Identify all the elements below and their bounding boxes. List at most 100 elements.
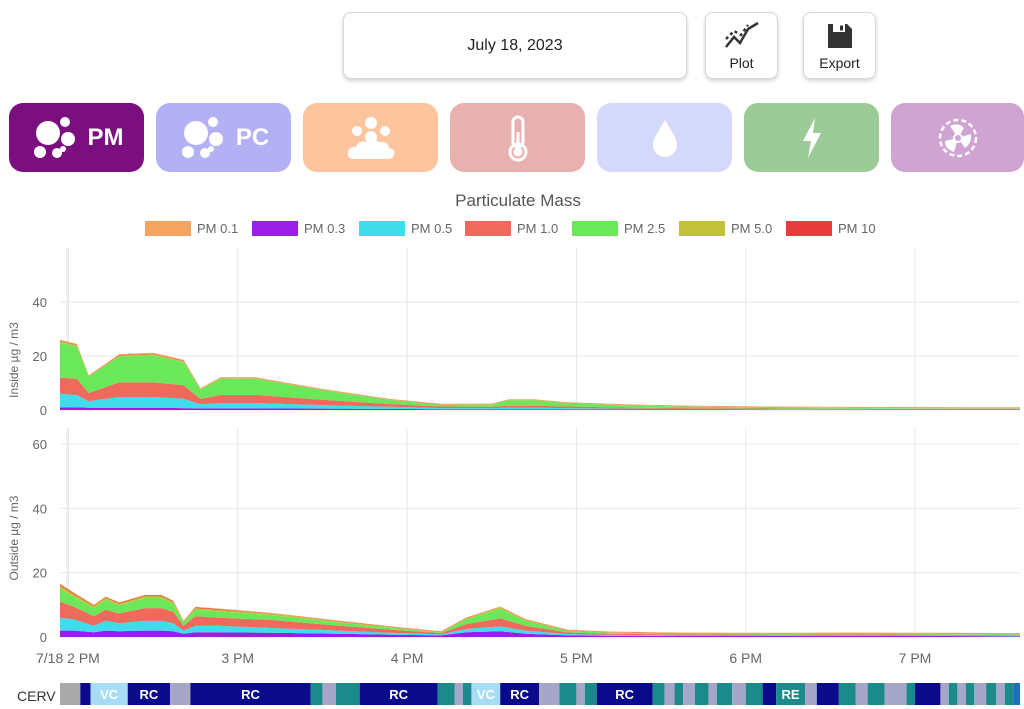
export-label: Export bbox=[819, 54, 860, 71]
x-axis: 7/18 2 PM 3 PM 4 PM 5 PM 6 PM 7 PM bbox=[36, 650, 931, 666]
cerv-segment bbox=[957, 683, 966, 705]
x-tick-label: 7 PM bbox=[899, 650, 932, 666]
tab-humidity[interactable] bbox=[597, 103, 732, 172]
cerv-segment bbox=[1013, 683, 1020, 705]
series-area bbox=[60, 407, 1020, 410]
legend-label: PM 0.1 bbox=[197, 221, 238, 236]
cerv-segment: RC bbox=[127, 683, 171, 705]
legend-swatch bbox=[786, 221, 832, 236]
tab-fan[interactable] bbox=[891, 103, 1024, 172]
y-tick-label: 40 bbox=[33, 295, 47, 310]
particulate-mass-chart: Particulate Mass PM 0.1 PM 0.3 PM 0.5 PM 1.… bbox=[7, 191, 1020, 705]
series-area bbox=[60, 377, 1020, 410]
tab-pm[interactable]: PM bbox=[9, 103, 144, 172]
particles-icon bbox=[33, 116, 75, 158]
y-tick-label: 20 bbox=[33, 566, 47, 581]
cerv-segment bbox=[906, 683, 916, 705]
legend-label: PM 2.5 bbox=[624, 221, 665, 236]
outside-panel: 0 20 40 60 Outside µg / m3 bbox=[7, 428, 1020, 645]
cerv-segment-label: RC bbox=[615, 687, 634, 702]
paw-cloud-icon bbox=[347, 116, 394, 159]
particles-icon bbox=[181, 116, 223, 158]
cerv-segment bbox=[940, 683, 949, 705]
cerv-segment bbox=[867, 683, 885, 705]
tab-temperature[interactable] bbox=[450, 103, 585, 172]
series-area bbox=[60, 588, 1020, 636]
cerv-segment bbox=[584, 683, 597, 705]
legend-label: PM 1.0 bbox=[517, 221, 558, 236]
tab-pet[interactable] bbox=[303, 103, 438, 172]
cerv-segment bbox=[716, 683, 733, 705]
legend-swatch bbox=[679, 221, 725, 236]
legend-swatch bbox=[252, 221, 298, 236]
thermometer-icon bbox=[508, 115, 527, 161]
legend-item[interactable]: PM 0.3 bbox=[252, 221, 345, 236]
cerv-segment bbox=[652, 683, 665, 705]
legend-label: PM 5.0 bbox=[731, 221, 772, 236]
cerv-segment: RC bbox=[596, 683, 653, 705]
cerv-segment bbox=[884, 683, 907, 705]
legend-item[interactable]: PM 2.5 bbox=[572, 221, 665, 236]
cerv-segment bbox=[745, 683, 763, 705]
date-picker-button[interactable]: July 18, 2023 bbox=[343, 12, 687, 79]
tab-pc[interactable]: PC bbox=[156, 103, 291, 172]
y-tick-label: 0 bbox=[40, 403, 47, 418]
chart-legend[interactable]: PM 0.1 PM 0.3 PM 0.5 PM 1.0 PM 2.5 PM 5.0 PM 1… bbox=[145, 221, 876, 236]
cerv-segment: VC bbox=[90, 683, 128, 705]
legend-item[interactable]: PM 10 bbox=[786, 221, 876, 236]
series-area bbox=[60, 342, 1020, 409]
export-button[interactable]: Export bbox=[803, 12, 876, 79]
cerv-segment bbox=[855, 683, 868, 705]
lightning-icon bbox=[802, 117, 821, 158]
tab-power[interactable] bbox=[744, 103, 879, 172]
cerv-segment bbox=[559, 683, 577, 705]
legend-swatch bbox=[359, 221, 405, 236]
y-tick-label: 20 bbox=[33, 349, 47, 364]
cerv-segment-label: RC bbox=[510, 687, 529, 702]
date-label: July 18, 2023 bbox=[467, 36, 563, 54]
cerv-segment bbox=[816, 683, 839, 705]
fan-icon bbox=[938, 118, 977, 157]
y-axis-label: Inside µg / m3 bbox=[7, 322, 21, 398]
cerv-segment bbox=[948, 683, 958, 705]
cerv-segment bbox=[576, 683, 585, 705]
legend-item[interactable]: PM 5.0 bbox=[679, 221, 772, 236]
cerv-segment bbox=[762, 683, 777, 705]
water-drop-icon bbox=[652, 119, 677, 157]
y-tick-label: 0 bbox=[40, 630, 47, 645]
legend-item[interactable]: PM 0.1 bbox=[145, 221, 238, 236]
y-tick-label: 40 bbox=[33, 501, 47, 516]
series-area bbox=[60, 393, 1020, 410]
cerv-segment bbox=[1004, 683, 1014, 705]
cerv-segment bbox=[462, 683, 472, 705]
cerv-segment bbox=[683, 683, 695, 705]
plot-label: Plot bbox=[729, 54, 754, 71]
cerv-segment bbox=[694, 683, 709, 705]
cerv-label: CERV bbox=[17, 688, 56, 704]
inside-panel: 0 20 40 Inside µg / m3 bbox=[7, 248, 1020, 418]
cerv-segment-label: RC bbox=[139, 687, 158, 702]
cerv-segment-label: RC bbox=[241, 687, 260, 702]
cerv-segment: RC bbox=[359, 683, 438, 705]
cerv-segment bbox=[804, 683, 817, 705]
legend-swatch bbox=[465, 221, 511, 236]
cerv-segment bbox=[732, 683, 746, 705]
x-tick-label: 3 PM bbox=[221, 650, 254, 666]
cerv-segment bbox=[454, 683, 463, 705]
cerv-segment: VC bbox=[471, 683, 501, 705]
legend-item[interactable]: PM 1.0 bbox=[465, 221, 558, 236]
cerv-segment bbox=[437, 683, 455, 705]
plot-button[interactable]: Plot bbox=[705, 12, 778, 79]
legend-item[interactable]: PM 0.5 bbox=[359, 221, 452, 236]
legend-swatch bbox=[572, 221, 618, 236]
series-area bbox=[60, 630, 1020, 637]
legend-label: PM 10 bbox=[838, 221, 876, 236]
cerv-segment bbox=[996, 683, 1005, 705]
cerv-segment bbox=[674, 683, 684, 705]
cerv-segment-label: RE bbox=[782, 687, 800, 702]
cerv-segment bbox=[60, 683, 81, 705]
legend-label: PM 0.3 bbox=[304, 221, 345, 236]
series-area bbox=[60, 601, 1020, 636]
x-tick-label: 5 PM bbox=[560, 650, 593, 666]
x-tick-label: 6 PM bbox=[729, 650, 762, 666]
